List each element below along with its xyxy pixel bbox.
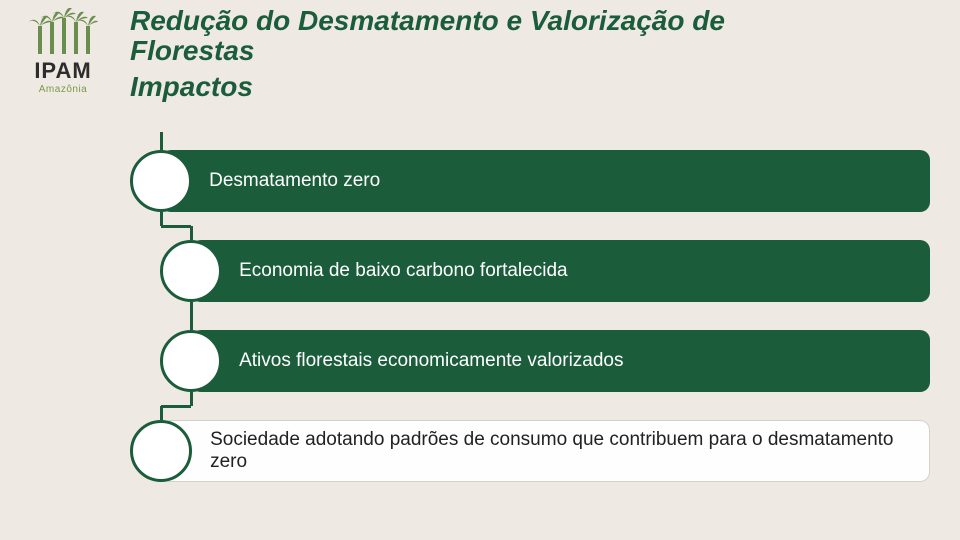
item-label: Economia de baixo carbono fortalecida: [239, 260, 585, 282]
logo-name: IPAM: [18, 58, 108, 84]
title-line-2: Florestas: [130, 36, 940, 66]
title-line-1: Redução do Desmatamento e Valorização de: [130, 6, 940, 36]
connector-line: [160, 406, 163, 420]
list-item: Sociedade adotando padrões de consumo qu…: [130, 420, 930, 482]
item-label: Desmatamento zero: [209, 170, 398, 192]
connector-line: [161, 225, 191, 228]
list-item: Ativos florestais economicamente valoriz…: [130, 330, 930, 392]
item-bar: Ativos florestais economicamente valoriz…: [191, 330, 930, 392]
connector-line: [190, 316, 193, 330]
palm-trees-icon: [28, 8, 98, 56]
logo-subtitle: Amazônia: [18, 84, 108, 95]
impact-list: Desmatamento zero Economia de baixo carbo…: [130, 150, 930, 510]
item-bar: Sociedade adotando padrões de consumo qu…: [161, 420, 930, 482]
slide-titles: Redução do Desmatamento e Valorização de…: [130, 6, 940, 103]
connector-line: [160, 132, 163, 150]
connector-line: [190, 226, 193, 240]
node-circle: [130, 420, 192, 482]
brand-logo: IPAM Amazônia: [18, 8, 108, 95]
item-label: Sociedade adotando padrões de consumo qu…: [210, 429, 929, 473]
connector-line: [161, 405, 191, 408]
node-circle: [160, 240, 222, 302]
connector-line: [190, 302, 193, 316]
item-bar: Economia de baixo carbono fortalecida: [191, 240, 930, 302]
list-item: Desmatamento zero: [130, 150, 930, 212]
item-label: Ativos florestais economicamente valoriz…: [239, 350, 641, 372]
list-item: Economia de baixo carbono fortalecida: [130, 240, 930, 302]
subtitle: Impactos: [130, 72, 940, 102]
node-circle: [130, 150, 192, 212]
item-bar: Desmatamento zero: [161, 150, 930, 212]
node-circle: [160, 330, 222, 392]
